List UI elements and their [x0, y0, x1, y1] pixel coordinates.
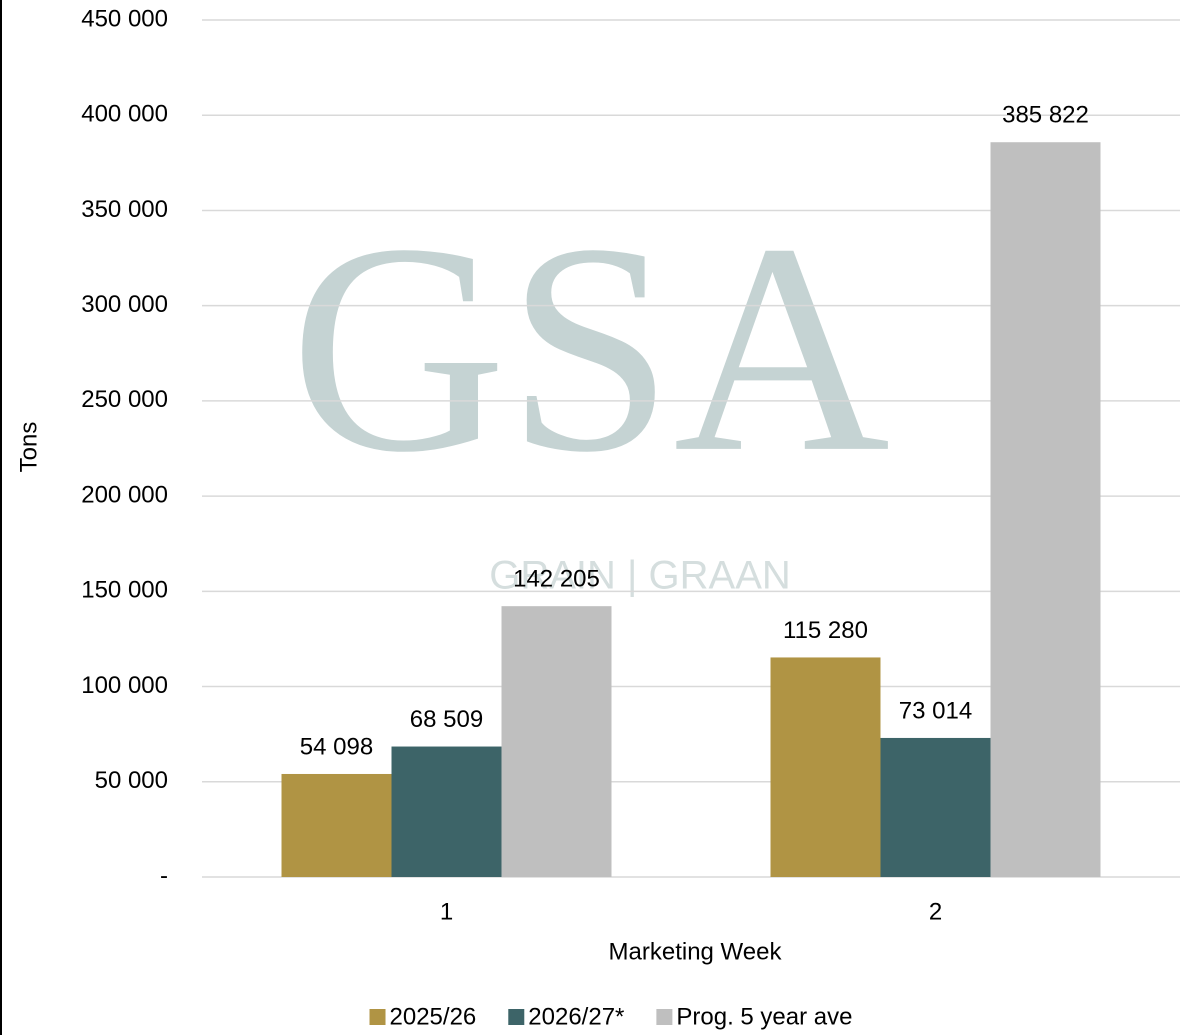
watermark: GRAIN | GRAAN: [489, 554, 791, 598]
legend: 2025/26 2026/27* Prog. 5 year ave: [369, 1003, 852, 1030]
y-tick-label: 250 000: [81, 386, 168, 413]
bar: [501, 606, 612, 877]
y-tick-label: 450 000: [81, 5, 168, 32]
y-axis-label: Tons: [15, 422, 42, 473]
legend-swatch: [369, 1009, 386, 1025]
bar: [391, 746, 502, 877]
data-label: 115 280: [783, 617, 868, 644]
data-label: 68 509: [410, 706, 483, 733]
y-tick-label: 100 000: [81, 672, 168, 699]
y-tick-label: 400 000: [81, 101, 168, 128]
data-label: 385 822: [1002, 102, 1089, 129]
legend-swatch: [508, 1009, 525, 1025]
y-tick-label: 350 000: [81, 196, 168, 223]
x-tick-label: 2: [929, 898, 942, 925]
legend-swatch: [656, 1009, 673, 1025]
x-tick-label: 1: [440, 898, 453, 925]
legend-label: 2025/26: [390, 1003, 477, 1030]
data-label: 54 098: [300, 733, 373, 760]
y-tick-label: 50 000: [95, 767, 168, 794]
bar: [281, 773, 392, 877]
bar: [770, 657, 881, 877]
y-tick-label: 150 000: [81, 577, 168, 604]
y-tick-label: -: [160, 862, 168, 889]
y-tick-label: 200 000: [81, 481, 168, 508]
watermark: GSA: [290, 182, 890, 514]
legend-label: 2026/27*: [528, 1003, 624, 1030]
data-label: 142 205: [513, 566, 600, 593]
bar: [990, 142, 1101, 877]
y-tick-label: 300 000: [81, 291, 168, 318]
data-label: 73 014: [899, 697, 972, 724]
x-axis-label: Marketing Week: [609, 938, 783, 965]
bar: [880, 737, 991, 877]
legend-label: Prog. 5 year ave: [676, 1003, 852, 1030]
